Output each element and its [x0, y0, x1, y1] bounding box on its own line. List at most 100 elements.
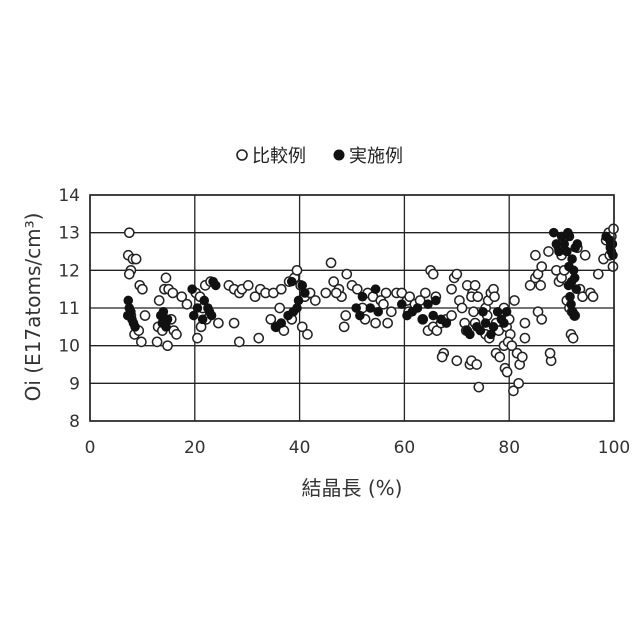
data-point — [172, 330, 181, 339]
data-point — [520, 334, 529, 343]
data-point — [471, 281, 480, 290]
data-point — [125, 270, 134, 279]
data-point — [564, 262, 574, 272]
y-tick-label: 11 — [58, 299, 80, 319]
data-point — [381, 288, 390, 297]
data-point — [373, 307, 383, 317]
data-point — [168, 288, 177, 297]
data-point — [193, 303, 203, 313]
data-point — [298, 322, 307, 331]
data-point — [161, 322, 171, 332]
data-point — [537, 262, 546, 271]
data-point — [275, 303, 284, 312]
data-point — [187, 284, 197, 294]
data-point — [152, 337, 161, 346]
data-point — [509, 386, 518, 395]
x-tick-label: 100 — [598, 438, 630, 458]
data-point — [495, 352, 504, 361]
data-point — [518, 352, 527, 361]
data-point — [438, 352, 447, 361]
legend-label-example: 実施例 — [349, 146, 403, 167]
y-tick-label: 14 — [58, 186, 80, 206]
x-tick-label: 20 — [184, 438, 206, 458]
data-point — [387, 307, 396, 316]
x-tick-label: 80 — [498, 438, 520, 458]
data-point — [531, 251, 540, 260]
y-tick-label: 8 — [69, 412, 80, 432]
data-point — [182, 300, 191, 309]
x-axis-title: 結晶長 (%) — [302, 476, 403, 500]
data-point — [469, 307, 478, 316]
data-point — [503, 367, 512, 376]
data-point — [442, 318, 452, 328]
data-point — [567, 277, 577, 287]
data-point — [569, 334, 578, 343]
data-point — [235, 337, 244, 346]
x-tick-label: 40 — [289, 438, 311, 458]
data-point — [371, 318, 380, 327]
y-tick-labels: 891011121314 — [58, 186, 80, 432]
data-point — [358, 292, 368, 302]
data-point — [340, 322, 349, 331]
data-point — [418, 315, 428, 325]
data-point — [244, 281, 253, 290]
x-tick-label: 60 — [394, 438, 416, 458]
data-point — [452, 270, 461, 279]
data-point — [465, 330, 475, 340]
data-point — [276, 318, 286, 328]
data-point — [544, 247, 553, 256]
data-point — [520, 318, 529, 327]
data-point — [300, 288, 310, 298]
data-point — [594, 270, 603, 279]
data-point — [230, 318, 239, 327]
data-point — [342, 270, 351, 279]
data-point — [581, 251, 590, 260]
y-axis-title: Oi (E17atoms/cm³) — [21, 213, 45, 402]
data-point — [277, 285, 286, 294]
legend: 比較例 実施例 — [237, 146, 403, 167]
data-point — [294, 296, 304, 306]
data-point — [155, 296, 164, 305]
data-point — [326, 258, 335, 267]
data-point — [502, 307, 512, 317]
data-point — [254, 334, 263, 343]
data-point — [573, 239, 583, 249]
data-point — [569, 311, 579, 321]
data-point — [132, 254, 141, 263]
legend-marker-example — [334, 150, 345, 161]
data-point — [130, 322, 140, 332]
legend-label-comparative: 比較例 — [252, 146, 306, 167]
legend-marker-comparative — [237, 150, 247, 160]
y-tick-label: 10 — [58, 337, 80, 357]
data-point — [499, 318, 509, 328]
x-tick-label: 0 — [85, 438, 96, 458]
data-point — [588, 292, 597, 301]
data-point — [355, 311, 365, 321]
data-point — [472, 360, 481, 369]
data-point — [608, 262, 617, 271]
data-point — [537, 315, 546, 324]
data-point — [341, 311, 350, 320]
y-tick-label: 12 — [58, 261, 80, 281]
data-point — [137, 337, 146, 346]
data-point — [332, 288, 341, 297]
data-point — [431, 296, 441, 306]
data-point — [292, 266, 301, 275]
data-point — [214, 318, 223, 327]
data-point — [447, 285, 456, 294]
data-point — [311, 296, 320, 305]
data-point — [478, 307, 488, 317]
y-tick-label: 9 — [69, 374, 80, 394]
data-point — [198, 315, 208, 325]
data-point — [413, 303, 423, 313]
data-point — [287, 277, 297, 287]
data-point — [545, 349, 554, 358]
data-point — [211, 281, 221, 291]
data-point — [163, 341, 172, 350]
data-point — [452, 356, 461, 365]
data-point — [123, 311, 133, 321]
data-point — [421, 288, 430, 297]
data-point — [193, 334, 202, 343]
data-point — [510, 296, 519, 305]
